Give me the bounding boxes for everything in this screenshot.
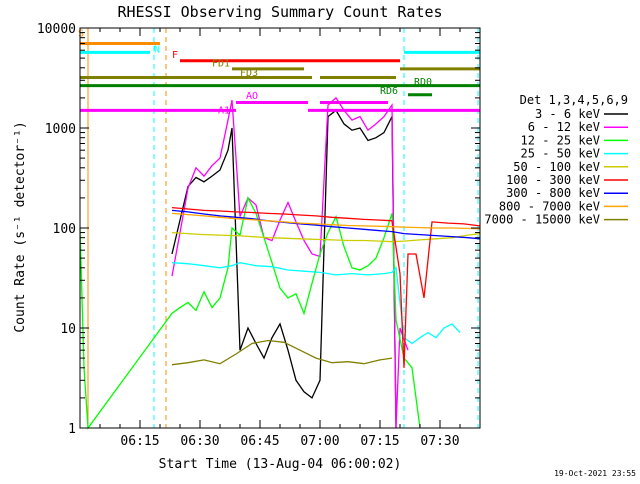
legend-label-7000-15000-kev: 7000 - 15000 keV (484, 213, 600, 227)
y-tick-label: 10 (60, 322, 76, 337)
series-line-800-7000-kev (171, 212, 481, 230)
series-line-100-300-kev (171, 206, 481, 368)
x-tick-label: 06:30 (180, 434, 219, 449)
y-tick-label: 100 (53, 222, 76, 237)
x-tick-label: 07:00 (300, 434, 339, 449)
legend-label-12-25-kev: 12 - 25 keV (521, 133, 600, 147)
flag-label-f: F (172, 50, 178, 61)
legend-label-300-800-kev: 300 - 800 keV (506, 186, 600, 200)
chart-title: RHESSI Observing Summary Count Rates (117, 3, 442, 21)
flag-label-fd1: FD1 (212, 59, 230, 70)
flag-label-rd6: RD6 (380, 86, 398, 97)
legend-label-3-6-kev: 3 - 6 keV (535, 107, 600, 121)
legend-label-25-50-kev: 25 - 50 keV (521, 147, 600, 161)
flag-label-n: N (154, 44, 160, 55)
legend-title: Det 1,3,4,5,6,9 (520, 93, 628, 107)
flag-bars-layer: S N F FD1 FD3 RD0 RD6 AO A1 (78, 29, 480, 116)
series-line-3-6-kev (171, 109, 397, 429)
flag-label-fd3: FD3 (240, 68, 258, 79)
y-tick-label: 1 (68, 422, 76, 437)
legend-label-6-12-kev: 6 - 12 keV (528, 120, 600, 134)
flag-label-ao: AO (246, 91, 258, 102)
y-tick-label: 1000 (45, 122, 76, 137)
y-tick-label: 10000 (37, 22, 76, 37)
x-axis-label: Start Time (13-Aug-04 06:00:02) (159, 457, 402, 472)
x-tick-label: 06:15 (120, 434, 159, 449)
footer-date: 19-Oct-2021 23:55 (554, 469, 636, 478)
flag-label-a1: A1 (218, 105, 230, 116)
axes-layer: 06:15 06:30 06:45 07:00 07:15 07:30 1 10 100 1000… (37, 22, 481, 449)
flag-label-s: S (78, 29, 84, 40)
x-tick-label: 06:45 (240, 434, 279, 449)
legend-label-50-100-kev: 50 - 100 keV (513, 160, 600, 174)
data-layer (79, 28, 481, 430)
series-line-300-800-kev (171, 209, 481, 240)
series-line-7000-15000-kev (171, 339, 393, 366)
flag-label-rd0: RD0 (414, 77, 432, 88)
x-tick-label: 07:15 (360, 434, 399, 449)
x-tick-label: 07:30 (420, 434, 459, 449)
series-line-6-12-kev (171, 96, 409, 429)
legend-label-100-300-kev: 100 - 300 keV (506, 173, 600, 187)
series-line-12-25-kev (79, 195, 421, 430)
legend-label-800-7000-kev: 800 - 7000 keV (499, 199, 600, 213)
series-line-25-50-kev (171, 262, 461, 345)
y-axis-label: Count Rate (s⁻¹ detector⁻¹) (13, 121, 28, 332)
